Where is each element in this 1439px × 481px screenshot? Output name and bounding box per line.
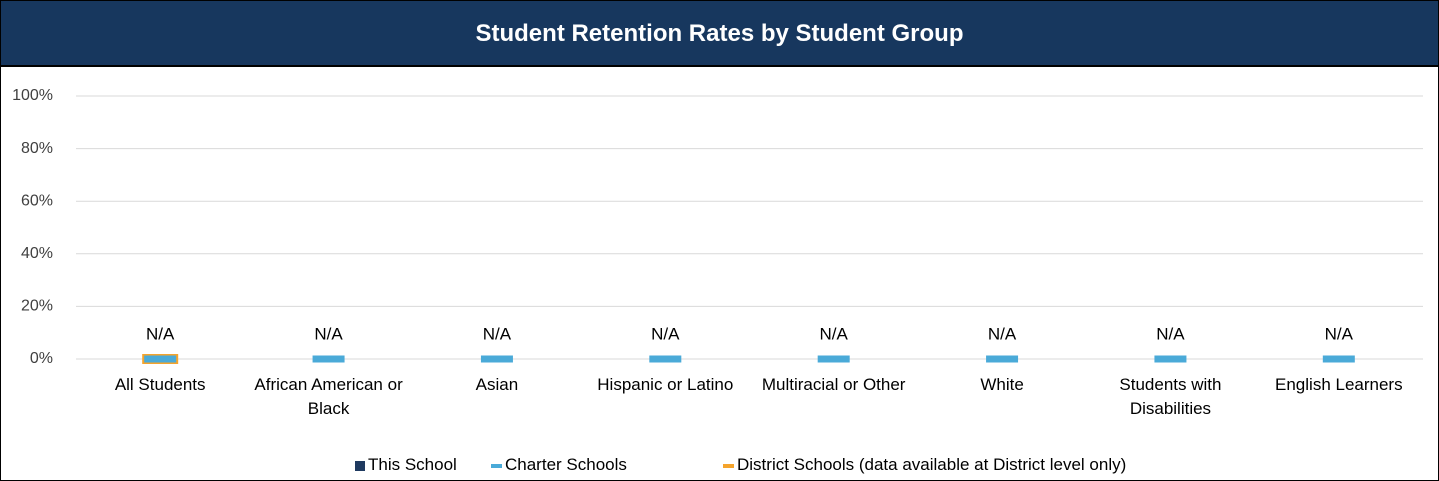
dash-marker [1154,355,1187,363]
x-tick-label: African American or Black [254,375,403,418]
dash-marker [312,355,345,363]
data-label: N/A [314,324,343,343]
legend-label: This School [368,455,457,474]
legend-item: District Schools (data available at Dist… [723,454,1126,476]
legend-label: District Schools (data available at Dist… [737,455,1127,474]
legend-item: This School [355,454,457,476]
chart-title: Student Retention Rates by Student Group [475,20,964,47]
x-tick-label: Hispanic or Latino [597,375,734,394]
y-tick-label: 100% [12,87,53,104]
y-tick-label: 0% [30,350,53,367]
x-tick-label: English Learners [1275,375,1403,394]
legend-item: Charter Schools [491,454,627,476]
data-label: N/A [483,324,512,343]
dash-marker [986,355,1019,363]
data-label: N/A [1325,324,1354,343]
y-tick-label: 60% [21,192,53,209]
legend-label: Charter Schools [505,455,627,474]
legend-swatch [355,460,365,471]
x-tick-label: All Students [114,375,206,394]
data-label: N/A [146,324,175,343]
y-tick-label: 80% [21,140,53,157]
x-tick-label: Multiracial or Other [761,375,906,394]
y-tick-label: 20% [21,298,53,315]
dash-marker [1322,355,1355,363]
legend-swatch [491,463,502,468]
dash-marker [649,355,682,363]
legend-swatch [723,463,734,468]
data-label: N/A [651,324,680,343]
header-band: Student Retention Rates by Student Group [1,1,1438,67]
x-tick-label: Asian [475,375,519,394]
dash-marker [144,355,177,363]
x-tick-label: White [980,375,1024,394]
data-label: N/A [988,324,1017,343]
dash-marker [480,355,513,363]
y-tick-label: 40% [21,245,53,262]
dash-marker [817,355,850,363]
data-label: N/A [1156,324,1185,343]
data-label: N/A [820,324,849,343]
x-tick-label: Students with Disabilities [1119,375,1222,418]
